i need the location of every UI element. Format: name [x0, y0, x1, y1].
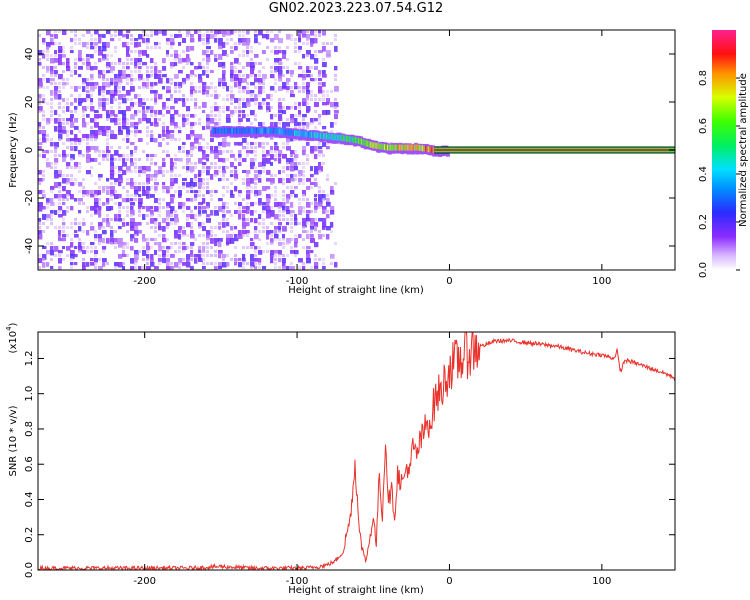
spectrogram-y-ticks: -40 -20 0 20 40	[24, 48, 675, 254]
snr-x-tick-label-3: 100	[592, 576, 611, 587]
spectrogram-x-tick-label-0: -200	[133, 276, 156, 287]
snr-y-label: SNR (10 * v/v)	[8, 405, 19, 476]
colorbar-tick-label-3: 0.6	[698, 118, 709, 134]
spectrogram-y-tick-label-3: 20	[24, 96, 35, 109]
snr-y-tick-label-5: 1.0	[24, 386, 35, 402]
snr-x-ticks: -200 -100 0 100	[133, 332, 611, 587]
colorbar-tick-label-0: 0.0	[698, 262, 709, 278]
spectrogram-x-tick-label-1: -100	[286, 276, 309, 287]
snr-series-line	[38, 332, 675, 570]
colorbar-tick-label-2: 0.4	[698, 166, 709, 182]
spectrogram-y-label: Frequency (Hz)	[8, 112, 19, 188]
spectrogram-y-tick-label-2: 0	[24, 147, 35, 153]
snr-frame	[37, 331, 676, 571]
spectrogram-x-label: Height of straight line (km)	[288, 285, 424, 296]
snr-x-label: Height of straight line (km)	[288, 585, 424, 596]
snr-y-tick-label-4: 0.8	[24, 421, 35, 437]
spectrogram-y-tick-label-4: 40	[24, 48, 35, 61]
spectrogram-x-tick-label-3: 100	[592, 276, 611, 287]
colorbar-tick-label-4: 0.8	[698, 70, 709, 86]
colorbar-tick-label-1: 0.2	[698, 214, 709, 230]
spectrogram-noise	[38, 30, 339, 270]
spectrogram-x-ticks: -200 -100 0 100	[133, 30, 611, 287]
snr-y-tick-label-1: 0.2	[24, 527, 35, 543]
svg-text:(x104): (x104)	[5, 322, 19, 353]
snr-x-tick-label-1: -100	[286, 576, 309, 587]
snr-x-tick-label-0: -200	[133, 576, 156, 587]
snr-y-tick-label-2: 0.4	[24, 492, 35, 508]
snr-y-tick-label-6: 1.2	[24, 350, 35, 366]
colorbar-label: Normalized spectral amplitude	[738, 73, 749, 227]
carrier-band-core	[434, 149, 675, 151]
colorbar-ticks: 0.0 0.2 0.4 0.6 0.8	[698, 70, 740, 278]
spectrogram-y-tick-label-0: -40	[24, 238, 35, 254]
snr-multiplier-close: )	[8, 322, 19, 326]
snr-y-tick-label-0: 0.0	[24, 562, 35, 578]
spectrogram-x-tick-label-2: 0	[446, 276, 452, 287]
snr-y-multiplier: (x104)	[5, 322, 19, 353]
snr-y-ticks: 0.0 0.2 0.4 0.6 0.8 1.0 1.2	[24, 350, 675, 578]
spectrogram-image	[38, 30, 675, 270]
colorbar-gradient	[712, 30, 736, 270]
chart-title: GN02.2023.223.07.54.G12	[268, 1, 444, 16]
snr-multiplier-exp: 4	[5, 326, 13, 331]
snr-y-tick-label-3: 0.6	[24, 456, 35, 472]
snr-x-tick-label-2: 0	[446, 576, 452, 587]
colorbar: 0.0 0.2 0.4 0.6 0.8 Normalized spectral ampl…	[698, 30, 749, 278]
spectrogram-y-tick-label-1: -20	[24, 190, 35, 206]
snr-multiplier-base: (x10	[8, 331, 19, 354]
snr-panel: -200 -100 0 100 0.0 0.2 0.4 0.6 0.8 1.0 1.2 Heigh…	[5, 322, 676, 596]
